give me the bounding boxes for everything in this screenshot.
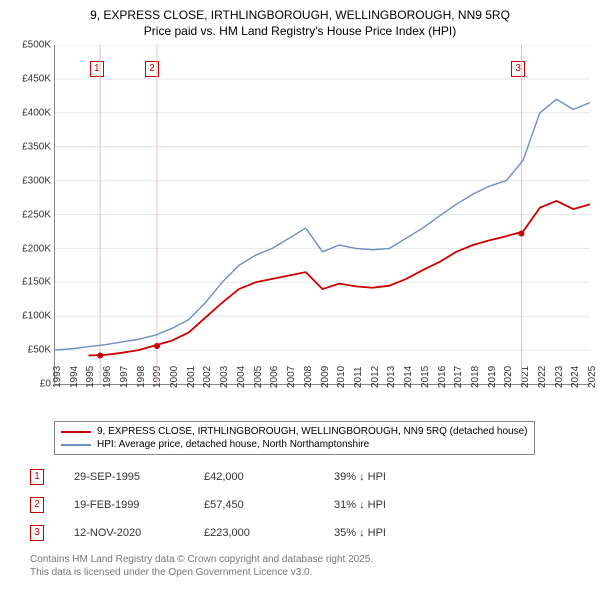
- sale-diff: 35% ↓ HPI: [334, 527, 474, 539]
- sale-price: £57,450: [204, 499, 304, 511]
- sale-row: 1 29-SEP-1995 £42,000 39% ↓ HPI: [30, 463, 590, 491]
- y-axis-label: £500K: [22, 40, 55, 51]
- sale-date: 29-SEP-1995: [74, 471, 174, 483]
- plot-area: £0£50K£100K£150K£200K£250K£300K£350K£400…: [54, 45, 590, 385]
- legend-row-paid: 9, EXPRESS CLOSE, IRTHLINGBOROUGH, WELLI…: [61, 425, 528, 438]
- sale-diff: 31% ↓ HPI: [334, 499, 474, 511]
- sale-row: 2 19-FEB-1999 £57,450 31% ↓ HPI: [30, 491, 590, 519]
- chart-title-line2: Price paid vs. HM Land Registry's House …: [10, 24, 590, 40]
- chart: £0£50K£100K£150K£200K£250K£300K£350K£400…: [10, 45, 590, 415]
- sale-marker: 1: [30, 469, 44, 485]
- sale-marker: 2: [30, 497, 44, 513]
- footnote: Contains HM Land Registry data © Crown c…: [30, 553, 590, 579]
- sale-date: 12-NOV-2020: [74, 527, 174, 539]
- y-axis-label: £350K: [22, 141, 55, 152]
- sale-price: £223,000: [204, 527, 304, 539]
- sale-diff: 39% ↓ HPI: [334, 471, 474, 483]
- sale-row: 3 12-NOV-2020 £223,000 35% ↓ HPI: [30, 519, 590, 547]
- legend-label-paid: 9, EXPRESS CLOSE, IRTHLINGBOROUGH, WELLI…: [97, 426, 528, 437]
- y-axis-label: £400K: [22, 107, 55, 118]
- footnote-line2: This data is licensed under the Open Gov…: [30, 567, 312, 578]
- y-axis-label: £150K: [22, 277, 55, 288]
- y-axis-label: £450K: [22, 74, 55, 85]
- chart-title-line1: 9, EXPRESS CLOSE, IRTHLINGBOROUGH, WELLI…: [10, 8, 590, 24]
- sale-date: 19-FEB-1999: [74, 499, 174, 511]
- legend-row-hpi: HPI: Average price, detached house, Nort…: [61, 438, 528, 451]
- y-axis-label: £50K: [28, 345, 55, 356]
- legend: 9, EXPRESS CLOSE, IRTHLINGBOROUGH, WELLI…: [54, 421, 535, 455]
- y-axis-label: £300K: [22, 175, 55, 186]
- legend-swatch-paid: [61, 431, 91, 433]
- legend-label-hpi: HPI: Average price, detached house, Nort…: [97, 439, 369, 450]
- sale-price: £42,000: [204, 471, 304, 483]
- footnote-line1: Contains HM Land Registry data © Crown c…: [30, 554, 373, 565]
- y-axis-label: £250K: [22, 209, 55, 220]
- y-axis-label: £200K: [22, 243, 55, 254]
- y-axis-label: £100K: [22, 311, 55, 322]
- sales-table: 1 29-SEP-1995 £42,000 39% ↓ HPI 2 19-FEB-1999…: [30, 463, 590, 547]
- legend-swatch-hpi: [61, 444, 91, 446]
- sale-marker: 3: [30, 525, 44, 541]
